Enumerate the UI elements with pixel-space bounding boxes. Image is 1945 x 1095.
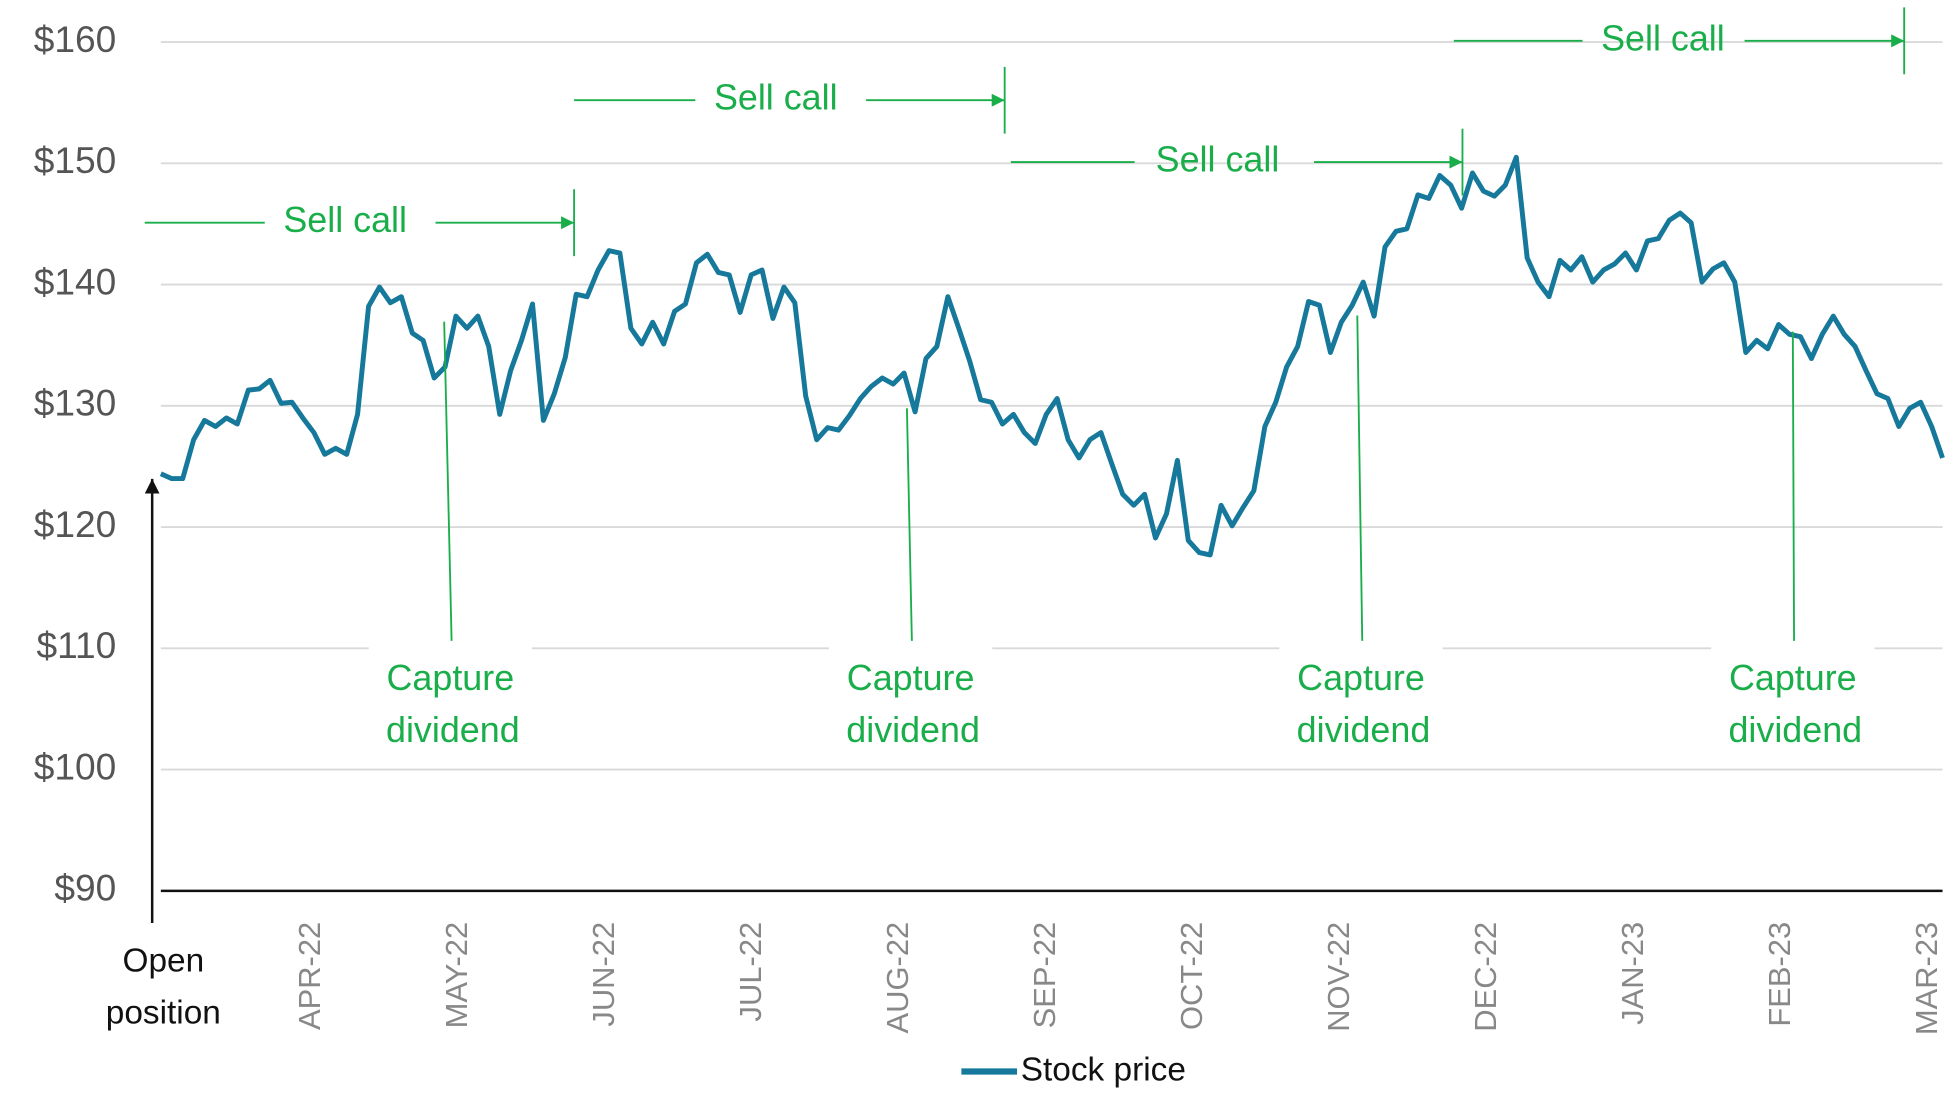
- annotation: position: [106, 994, 221, 1031]
- label-backdrop: [368, 637, 533, 761]
- annotation: Capture: [1297, 658, 1425, 698]
- label-backdrop: [1279, 637, 1443, 761]
- x-tick-label: APR-22: [292, 922, 327, 1030]
- annotation: Capture: [847, 658, 975, 698]
- annotation-pointer: [1356, 315, 1364, 641]
- annotation-pointer: [1791, 331, 1795, 641]
- annotation: dividend: [1728, 710, 1862, 750]
- x-tick-label: JUL-22: [733, 922, 768, 1022]
- y-tick-label: $150: [34, 139, 117, 181]
- annotation: Sell call: [283, 200, 407, 240]
- x-tick-label: MAR-23: [1909, 922, 1944, 1035]
- x-tick-label: FEB-23: [1762, 922, 1797, 1027]
- annotation: Sell call: [1601, 18, 1725, 58]
- y-tick-label: $140: [34, 260, 117, 302]
- y-tick-label: $120: [34, 503, 117, 545]
- annotation-pointer: [443, 321, 453, 641]
- x-tick-label: AUG-22: [880, 922, 915, 1034]
- y-tick-label: $130: [34, 382, 117, 424]
- annotation: dividend: [1297, 710, 1431, 750]
- annotation: dividend: [386, 710, 520, 750]
- annotation: Capture: [387, 658, 515, 698]
- price-line: [159, 154, 1945, 558]
- y-tick-label: $160: [34, 18, 117, 60]
- annotation: Sell call: [1156, 140, 1280, 180]
- annotation: dividend: [846, 710, 980, 750]
- x-tick-label: JUN-22: [586, 922, 621, 1027]
- y-tick-label: $110: [36, 624, 116, 666]
- y-tick-label: $100: [34, 745, 117, 787]
- x-tick-label: SEP-22: [1027, 922, 1062, 1029]
- x-tick-label: NOV-22: [1321, 922, 1356, 1032]
- annotation: Sell call: [714, 78, 838, 118]
- annotation: Capture: [1729, 658, 1857, 698]
- label-backdrop: [1711, 637, 1875, 761]
- label-backdrop: [828, 637, 993, 761]
- x-tick-label: OCT-22: [1174, 922, 1209, 1030]
- annotation-pointer: [905, 408, 913, 641]
- y-tick-label: $90: [54, 867, 116, 909]
- annotation: Open: [122, 942, 204, 979]
- x-tick-label: DEC-22: [1468, 922, 1503, 1032]
- x-tick-label: MAY-22: [439, 922, 474, 1029]
- legend-label: Stock price: [1021, 1051, 1186, 1088]
- x-tick-label: JAN-23: [1615, 922, 1650, 1025]
